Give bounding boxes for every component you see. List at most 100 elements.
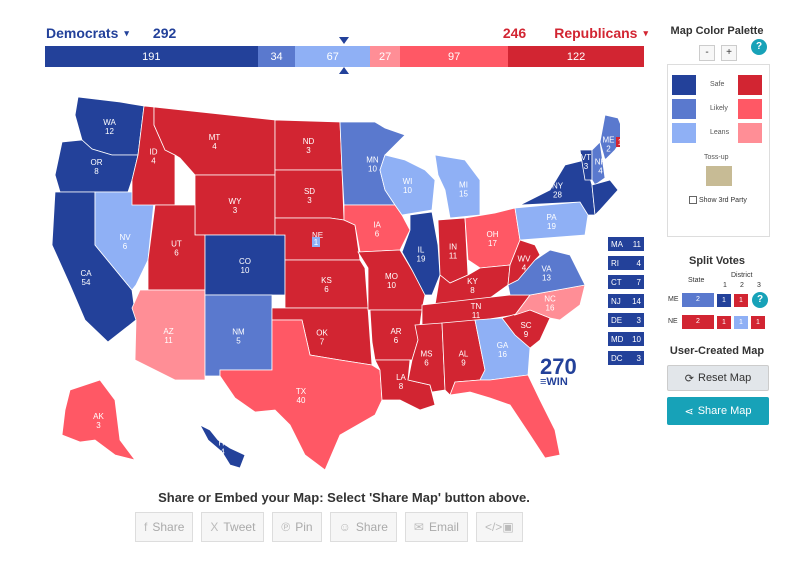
state-ev-label: 10 bbox=[241, 266, 250, 275]
swatch-dem-safe[interactable] bbox=[672, 75, 696, 95]
logo-number: 270 bbox=[540, 354, 577, 379]
small-state-NJ[interactable]: NJ 14 bbox=[608, 294, 644, 308]
electoral-tally-bar: 191 34 67 27 97 122 bbox=[45, 46, 644, 67]
state-PA[interactable] bbox=[514, 201, 589, 241]
state-TX[interactable] bbox=[219, 319, 383, 471]
email-share-button[interactable]: ✉ Email bbox=[404, 512, 468, 542]
democrats-label: Democrats bbox=[46, 25, 119, 41]
small-state-abbr: DE bbox=[611, 315, 623, 325]
swatch-rep-likely[interactable] bbox=[738, 99, 762, 119]
state-abbr-label: IA bbox=[373, 221, 381, 230]
state-abbr-label: KS bbox=[321, 276, 332, 285]
twitter-share-button[interactable]: X Tweet bbox=[201, 512, 265, 542]
state-abbr-label: VA bbox=[541, 265, 552, 274]
tally-segment: 34 bbox=[257, 46, 296, 67]
leans-label: Leans bbox=[710, 129, 730, 136]
state-ev-label: 28 bbox=[553, 191, 562, 200]
state-LA[interactable] bbox=[374, 359, 436, 411]
state-abbr-label: SD bbox=[304, 187, 315, 196]
state-abbr-label: NM bbox=[232, 328, 245, 337]
state-abbr-label: WI bbox=[403, 177, 413, 186]
state-ev-label: 4 bbox=[598, 167, 603, 176]
democrats-total: 292 bbox=[152, 25, 177, 41]
state-abbr-label: CA bbox=[80, 269, 92, 278]
state-NH[interactable] bbox=[591, 141, 606, 186]
tally-segment: 27 bbox=[370, 46, 401, 67]
small-state-ev: 3 bbox=[636, 315, 641, 325]
zoom-in-button[interactable]: + bbox=[721, 45, 737, 61]
split-ne-d2[interactable]: 1 bbox=[734, 316, 748, 329]
facebook-share-button[interactable]: f Share bbox=[135, 512, 194, 542]
pinterest-share-button[interactable]: ℗ Pin bbox=[272, 512, 322, 542]
reddit-share-button[interactable]: ☺ Share bbox=[329, 512, 397, 542]
swatch-rep-leans[interactable] bbox=[738, 123, 762, 143]
state-WV[interactable] bbox=[507, 239, 541, 286]
republicans-header[interactable]: 246 Republicans ▾ bbox=[503, 25, 648, 41]
checkbox-icon[interactable] bbox=[689, 196, 697, 204]
swatch-rep-safe[interactable] bbox=[738, 75, 762, 95]
pinterest-share-label: Pin bbox=[295, 520, 313, 534]
state-ev-label: 10 bbox=[368, 165, 377, 174]
state-MI[interactable] bbox=[434, 154, 481, 219]
state-ev-label: 15 bbox=[459, 190, 468, 199]
reddit-share-label: Share bbox=[355, 520, 388, 534]
state-ev-label: 3 bbox=[233, 206, 238, 215]
state-ev-label: 10 bbox=[387, 281, 396, 290]
state-WI[interactable] bbox=[379, 154, 436, 216]
split-ne-d3[interactable]: 1 bbox=[751, 316, 765, 329]
state-abbr-label: IL bbox=[418, 246, 425, 255]
state-abbr-label: ID bbox=[150, 148, 158, 157]
state-HI[interactable] bbox=[199, 424, 246, 469]
state-AK[interactable] bbox=[61, 379, 136, 461]
state-KS[interactable] bbox=[284, 259, 369, 309]
me-district-box[interactable] bbox=[616, 137, 620, 147]
split-me-name: ME bbox=[668, 296, 679, 303]
reset-map-button[interactable]: ⟳ Reset Map bbox=[667, 365, 769, 391]
small-state-CT[interactable]: CT 7 bbox=[608, 275, 644, 289]
split-me-state[interactable]: 2 bbox=[682, 293, 714, 307]
small-state-ev: 3 bbox=[636, 353, 641, 363]
state-ev-label: 8 bbox=[399, 382, 404, 391]
show-third-party-toggle[interactable]: Show 3rd Party bbox=[689, 196, 747, 204]
state-FL[interactable] bbox=[449, 374, 561, 459]
chevron-down-icon[interactable]: ▾ bbox=[643, 27, 648, 38]
state-ev-label: 13 bbox=[542, 274, 551, 283]
democrats-header[interactable]: Democrats ▾ 292 bbox=[46, 25, 176, 41]
split-me-d2[interactable]: 1 bbox=[734, 294, 748, 307]
embed-share-button[interactable]: </>▣ bbox=[475, 512, 523, 542]
share-map-button[interactable]: ⋖ Share Map bbox=[667, 397, 769, 425]
swatch-dem-leans[interactable] bbox=[672, 123, 696, 143]
swatch-dem-likely[interactable] bbox=[672, 99, 696, 119]
small-state-RI[interactable]: RI 4 bbox=[608, 256, 644, 270]
split-ne-d1[interactable]: 1 bbox=[717, 316, 731, 329]
split-state-header: State bbox=[688, 277, 705, 284]
state-abbr-label: OR bbox=[91, 158, 103, 167]
state-IL[interactable] bbox=[401, 211, 441, 296]
state-abbr-label: OK bbox=[316, 329, 328, 338]
small-state-MD[interactable]: MD 10 bbox=[608, 332, 644, 346]
state-MO[interactable] bbox=[357, 249, 426, 311]
small-state-MA[interactable]: MA 11 bbox=[608, 237, 644, 251]
control-panel: Map Color Palette - + ? Safe Likely Lean… bbox=[664, 25, 770, 425]
small-state-DE[interactable]: DE 3 bbox=[608, 313, 644, 327]
split-ne-state[interactable]: 2 bbox=[682, 315, 714, 329]
swatch-tossup[interactable] bbox=[706, 166, 732, 186]
state-ev-label: 3 bbox=[584, 162, 589, 171]
us-electoral-map[interactable]: WA12OR8CA54NV6ID4MT4WY3UT6AZ11CO10NM5ND3… bbox=[40, 80, 620, 480]
embed-icon: </>▣ bbox=[484, 520, 514, 534]
help-icon[interactable]: ? bbox=[752, 292, 768, 308]
small-state-DC[interactable]: DC 3 bbox=[608, 351, 644, 365]
split-me-d1[interactable]: 1 bbox=[717, 294, 731, 307]
state-ev-label: 3 bbox=[96, 421, 101, 430]
help-icon[interactable]: ? bbox=[751, 39, 767, 55]
state-ev-label: 6 bbox=[324, 285, 329, 294]
ne-district-box[interactable] bbox=[312, 237, 320, 247]
state-ev-label: 11 bbox=[164, 336, 173, 345]
zoom-out-button[interactable]: - bbox=[699, 45, 715, 61]
state-ev-label: 17 bbox=[488, 239, 497, 248]
state-VA[interactable] bbox=[507, 249, 586, 296]
270towin-logo[interactable]: 270 ≡WIN bbox=[540, 354, 578, 388]
chevron-down-icon[interactable]: ▾ bbox=[124, 27, 129, 38]
small-state-abbr: DC bbox=[611, 353, 623, 363]
state-ME[interactable] bbox=[599, 114, 620, 161]
